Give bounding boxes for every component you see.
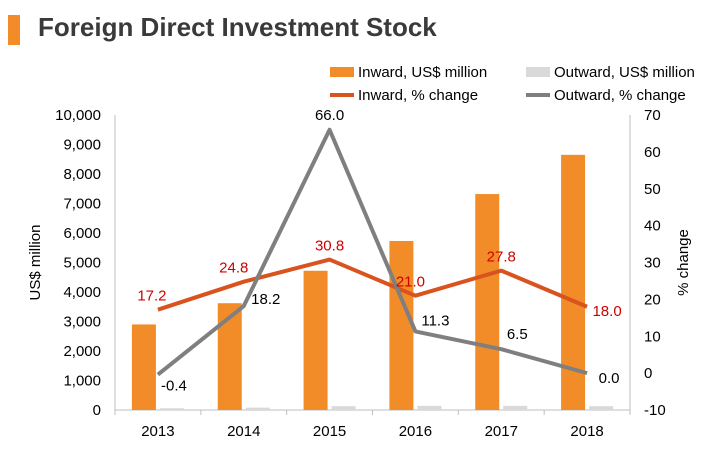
chart-title: Foreign Direct Investment Stock <box>38 12 437 42</box>
x-tick-label: 2016 <box>399 423 432 440</box>
y2-tick-label: 10 <box>644 328 661 345</box>
inward-change-line <box>157 257 588 312</box>
inward-change-label: 24.8 <box>219 260 248 277</box>
title-accent-bar <box>8 15 20 45</box>
x-tick-label: 2015 <box>313 423 346 440</box>
y2-tick-label: -10 <box>644 402 666 419</box>
inward-change-label: 21.0 <box>396 274 425 291</box>
x-tick-label: 2014 <box>227 423 260 440</box>
outward-change-label: 11.3 <box>421 312 449 329</box>
outward-bar <box>589 406 614 410</box>
legend-label: Inward, % change <box>358 87 478 104</box>
y-tick-label: 8,000 <box>63 166 101 183</box>
y2-tick-label: 20 <box>644 291 661 308</box>
outward-change-line <box>156 127 588 377</box>
y2-tick-label: 30 <box>644 255 661 272</box>
y-tick-label: 10,000 <box>55 107 101 124</box>
outward-change-label: 18.2 <box>251 291 280 308</box>
outward-bar <box>245 407 270 410</box>
inward-bar <box>131 324 156 410</box>
y-axis-title: US$ million <box>27 225 44 301</box>
inward-change-label: 27.8 <box>487 249 516 266</box>
inward-bar <box>475 194 500 410</box>
y-tick-label: 0 <box>93 402 101 419</box>
inward-change-label: 18.0 <box>592 303 621 320</box>
inward-bar <box>217 303 242 410</box>
x-tick-label: 2017 <box>485 423 518 440</box>
outward-bar <box>417 405 442 410</box>
y2-tick-label: 70 <box>644 107 661 124</box>
y2-tick-label: 40 <box>644 218 661 235</box>
x-tick-label: 2018 <box>570 423 603 440</box>
y2-tick-label: 0 <box>644 365 652 382</box>
outward-bar <box>159 408 184 410</box>
outward-bar <box>503 405 528 410</box>
legend-label: Outward, US$ million <box>554 64 695 81</box>
outward-bar <box>331 406 356 410</box>
legend-label: Outward, % change <box>554 87 686 104</box>
outward-change-label: 66.0 <box>315 107 344 124</box>
y2-axis-title: % change <box>675 229 692 296</box>
inward-change-label: 17.2 <box>137 288 166 305</box>
y2-tick-label: 50 <box>644 181 661 198</box>
inward-bar <box>303 270 328 410</box>
y-tick-label: 6,000 <box>63 225 101 242</box>
legend-swatch-outward-bar <box>526 67 550 77</box>
legend-label: Inward, US$ million <box>358 64 487 81</box>
y-tick-label: 2,000 <box>63 343 101 360</box>
y-tick-label: 9,000 <box>63 137 101 154</box>
outward-change-label: 0.0 <box>599 370 620 387</box>
y2-tick-label: 60 <box>644 144 661 161</box>
inward-bar <box>389 240 414 410</box>
y-tick-label: 3,000 <box>63 314 101 331</box>
x-tick-label: 2013 <box>141 423 174 440</box>
legend-swatch-inward-bar <box>330 67 354 77</box>
y-tick-label: 1,000 <box>63 373 101 390</box>
outward-change-label: 6.5 <box>507 326 528 343</box>
y-tick-label: 5,000 <box>63 255 101 272</box>
outward-change-label: -0.4 <box>161 378 187 395</box>
y-tick-label: 4,000 <box>63 284 101 301</box>
y-tick-label: 7,000 <box>63 196 101 213</box>
inward-change-label: 30.8 <box>315 238 344 255</box>
